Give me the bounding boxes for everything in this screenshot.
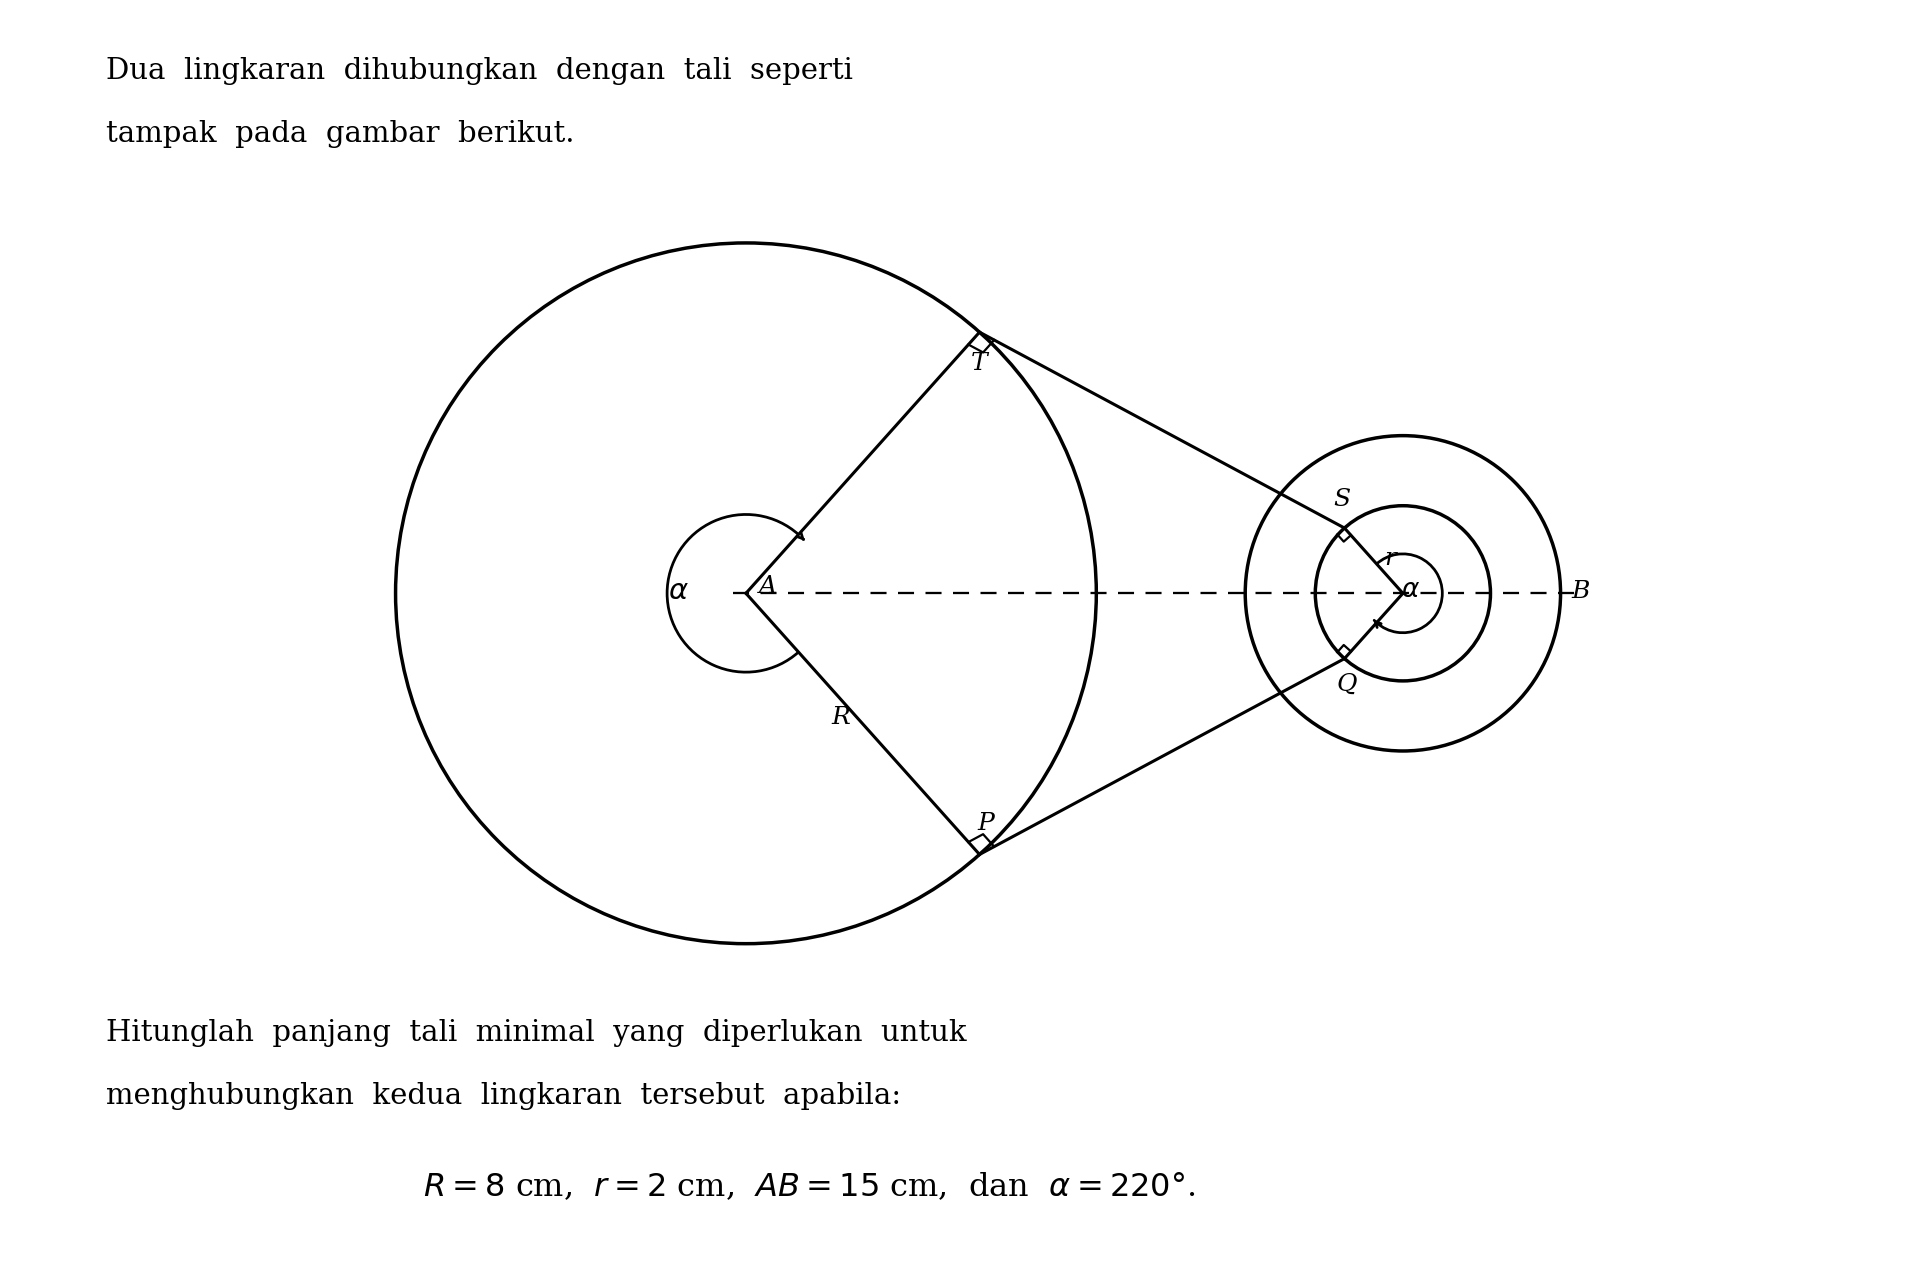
Text: Dua  lingkaran  dihubungkan  dengan  tali  seperti: Dua lingkaran dihubungkan dengan tali se… — [106, 57, 852, 85]
Text: S: S — [1335, 489, 1350, 511]
Text: P: P — [977, 812, 994, 834]
Text: $\alpha$: $\alpha$ — [667, 577, 688, 605]
Text: menghubungkan  kedua  lingkaran  tersebut  apabila:: menghubungkan kedua lingkaran tersebut a… — [106, 1082, 900, 1110]
Text: $R = 8$ cm,  $r = 2$ cm,  $AB = 15$ cm,  dan  $\alpha = 220°$.: $R = 8$ cm, $r = 2$ cm, $AB = 15$ cm, da… — [423, 1171, 1196, 1203]
Text: Q: Q — [1336, 672, 1358, 695]
Text: A: A — [760, 575, 777, 599]
Text: T: T — [971, 352, 988, 375]
Text: $\alpha$: $\alpha$ — [1402, 577, 1421, 603]
Text: B: B — [1571, 580, 1590, 603]
Text: tampak  pada  gambar  berikut.: tampak pada gambar berikut. — [106, 120, 575, 148]
Text: R: R — [831, 706, 850, 729]
Text: Hitunglah  panjang  tali  minimal  yang  diperlukan  untuk: Hitunglah panjang tali minimal yang dipe… — [106, 1019, 967, 1047]
Text: r: r — [1385, 547, 1396, 570]
